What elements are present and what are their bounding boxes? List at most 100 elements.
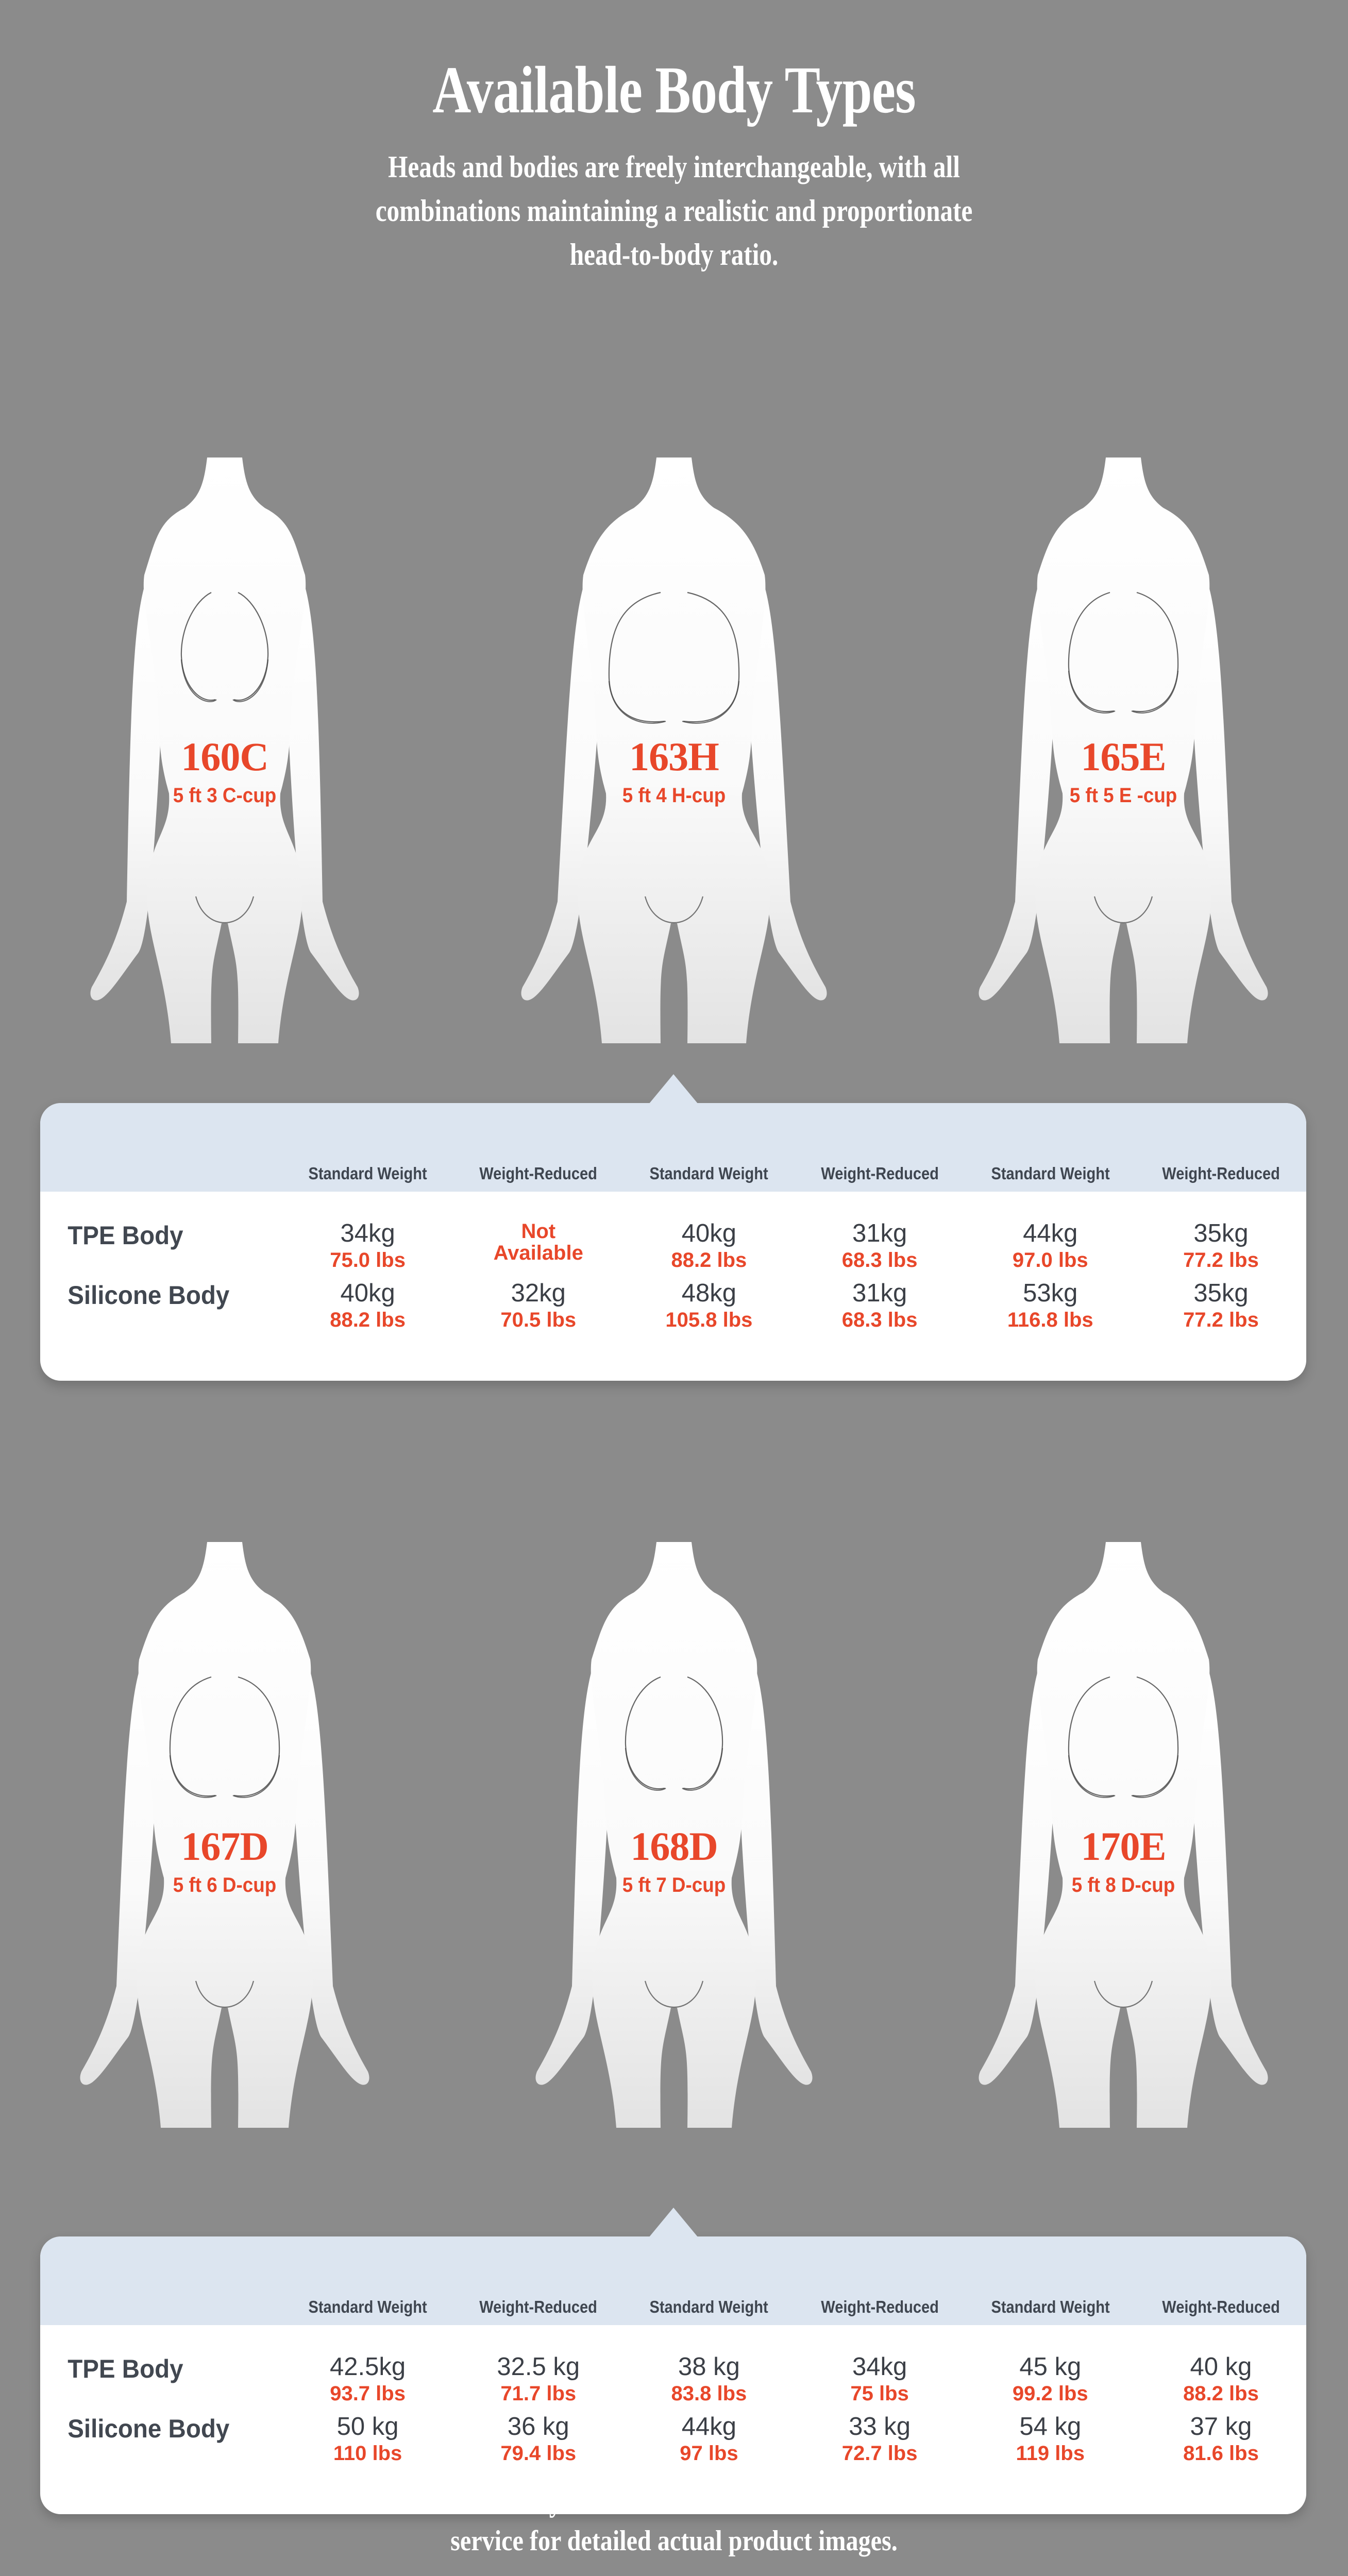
table-cell: 32kg 70.5 lbs (453, 1280, 624, 1331)
weight-lbs: 71.7 lbs (500, 2382, 577, 2405)
groin-line (195, 896, 255, 923)
right-underbust-line (1131, 1755, 1179, 1798)
table-cell: 50 kg 110 lbs (282, 2413, 453, 2464)
weight-kg: 33 kg (849, 2413, 911, 2441)
footer-note: Manual measurement may have a ±2cm toler… (278, 2486, 1070, 2557)
column-header: Standard Weight (649, 2297, 769, 2316)
weight-kg: 44kg (681, 2413, 737, 2441)
table-cell: 54 kg 119 lbs (965, 2413, 1136, 2465)
body-silhouette (80, 1542, 369, 2128)
table-row: Silicone Body 40kg 88.2 lbs 32kg 70.5 lb… (40, 1271, 1306, 1380)
column-header: Weight-Reduced (1162, 2297, 1280, 2316)
weight-lbs: 88.2 lbs (1183, 2382, 1259, 2405)
left-arm (521, 567, 606, 1001)
body-card-160C[interactable]: 160C 5 ft 3 C-cup (0, 433, 449, 1056)
weight-lbs: 88.2 lbs (330, 1309, 406, 1332)
table-cell: 45 kg 99.2 lbs (965, 2353, 1136, 2404)
weight-kg: 54 kg (1019, 2413, 1082, 2441)
weight-lbs: 88.2 lbs (671, 1248, 747, 1272)
right-arm (1186, 1651, 1268, 2085)
table-pointer-arrow (648, 1074, 698, 1104)
body-card-167D[interactable]: 167D 5 ft 6 D-cup (0, 1517, 449, 2141)
weight-kg: 48kg (681, 1279, 737, 1308)
column-header: Standard Weight (649, 1164, 769, 1183)
weight-lbs: 77.2 lbs (1183, 1309, 1259, 1332)
weight-kg: 45 kg (1019, 2353, 1082, 2381)
table-row: TPE Body 42.5kg 93.7 lbs 32.5 kg 71.7 lb… (40, 2325, 1306, 2404)
table-row: Silicone Body 50 kg 110 lbs 36 kg 79.4 l… (40, 2404, 1306, 2514)
right-breast-line (233, 592, 269, 701)
right-breast-line (683, 591, 740, 723)
table-cell: 35kg 77.2 lbs (1136, 1219, 1306, 1272)
table-header-row: Standard Weight Weight-Reduced Standard We… (40, 1103, 1306, 1192)
body-card-170E[interactable]: 170E 5 ft 8 D-cup (899, 1517, 1348, 2141)
table-cell: 42.5kg 93.7 lbs (282, 2353, 453, 2405)
torso (143, 457, 306, 1043)
right-breast-line (683, 1676, 723, 1790)
weight-lbs: 97.0 lbs (1012, 1248, 1088, 1272)
weight-lbs: 105.8 lbs (665, 1309, 753, 1332)
column-header: Weight-Reduced (479, 2297, 598, 2316)
table-row: TPE Body 34kg 75.0 lbs Not Available 40k… (40, 1192, 1306, 1271)
weight-lbs: 97 lbs (680, 2442, 738, 2465)
table-cell: 32.5 kg 71.7 lbs (453, 2353, 624, 2405)
left-underbust-line (608, 681, 666, 724)
right-arm (287, 1651, 369, 2085)
weight-lbs: 70.5 lbs (500, 1309, 577, 1332)
right-breast-line (233, 1676, 280, 1797)
table-cell: 35kg 77.2 lbs (1136, 1280, 1306, 1331)
table-cell: 31kg 68.3 lbs (795, 1220, 965, 1271)
weight-kg: 34kg (852, 2353, 907, 2381)
weight-kg: 34kg (340, 1219, 395, 1247)
weight-kg: 37 kg (1190, 2413, 1252, 2441)
weight-lbs: 119 lbs (1016, 2442, 1085, 2465)
right-arm (1186, 567, 1268, 1001)
weight-kg: 32kg (511, 1279, 566, 1308)
weight-lbs: 93.7 lbs (330, 2382, 406, 2405)
page-title: Available Body Types (432, 53, 916, 127)
right-breast-line (1132, 591, 1179, 713)
weight-lbs: 68.3 lbs (841, 1309, 918, 1332)
row-label: TPE Body (68, 1221, 183, 1250)
column-header: Weight-Reduced (479, 1164, 598, 1183)
table-cell: 34kg 75.0 lbs (282, 1219, 453, 1271)
weight-kg: 50 kg (336, 2413, 399, 2441)
left-breast-line (625, 1676, 665, 1790)
left-arm (80, 1651, 162, 2085)
table-cell: 33 kg 72.7 lbs (795, 2413, 965, 2465)
left-arm (979, 567, 1061, 1001)
column-header: Standard Weight (991, 1164, 1110, 1183)
weight-kg: 40kg (340, 1279, 395, 1308)
weight-kg: 40 kg (1190, 2353, 1252, 2381)
weight-table-2: Standard Weight Weight-Reduced Standard We… (40, 2208, 1306, 2514)
right-underbust-line (232, 1755, 280, 1798)
table-cell: Not Available (453, 1221, 624, 1266)
column-header: Standard Weight (991, 2297, 1110, 2316)
right-breast-line (1132, 1676, 1179, 1797)
left-breast-line (169, 1676, 216, 1797)
table-cell: 38 kg 83.8 lbs (624, 2353, 794, 2404)
right-arm (742, 567, 827, 1001)
weight-kg: 35kg (1193, 1219, 1249, 1247)
table-cell: 40 kg 88.2 lbs (1136, 2353, 1306, 2405)
table-cell: 48kg 105.8 lbs (624, 1280, 794, 1331)
left-arm (979, 1651, 1061, 2085)
table-cell: 53kg 116.8 lbs (965, 1280, 1136, 1331)
weight-kg: 42.5kg (330, 2353, 406, 2381)
torso (136, 1542, 313, 2128)
weight-lbs: 77.2 lbs (1183, 1248, 1259, 1272)
table-cell: 31kg 68.3 lbs (795, 1280, 965, 1331)
column-header: Standard Weight (308, 2297, 427, 2316)
column-header: Standard Weight (308, 1164, 427, 1183)
torso (1035, 1542, 1212, 2128)
body-card-163H[interactable]: 163H 5 ft 4 H-cup (449, 433, 899, 1056)
weight-table-1: Standard Weight Weight-Reduced Standard We… (40, 1074, 1306, 1381)
left-underbust-line (1068, 1755, 1116, 1798)
body-card-165E[interactable]: 165E 5 ft 5 E -cup (899, 433, 1348, 1056)
weight-lbs: 72.7 lbs (841, 2442, 918, 2465)
weight-kg: 32.5 kg (497, 2353, 580, 2381)
weight-kg: 44kg (1023, 1219, 1078, 1247)
body-card-168D[interactable]: 168D 5 ft 7 D-cup (449, 1517, 899, 2141)
row-label: TPE Body (68, 2354, 183, 2383)
weight-kg: 31kg (852, 1279, 907, 1308)
